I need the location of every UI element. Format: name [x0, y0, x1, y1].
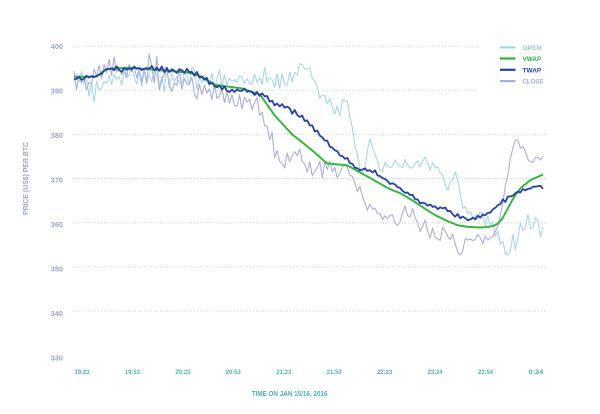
svg-text:370: 370 [51, 178, 63, 185]
svg-text:390: 390 [51, 89, 63, 96]
svg-text:20:23: 20:23 [175, 369, 190, 376]
svg-text:19:23: 19:23 [75, 369, 90, 376]
svg-text:20:53: 20:53 [226, 369, 241, 376]
svg-text:CLOSE: CLOSE [523, 79, 544, 86]
svg-text:360: 360 [51, 222, 63, 229]
svg-text:21:23: 21:23 [276, 369, 291, 376]
svg-text:OPEN: OPEN [523, 45, 542, 52]
svg-text:330: 330 [51, 356, 63, 363]
svg-text:21:53: 21:53 [327, 369, 342, 376]
svg-text:23:54: 23:54 [478, 369, 493, 376]
svg-text:340: 340 [51, 311, 63, 318]
svg-text:22:23: 22:23 [377, 369, 392, 376]
svg-text:380: 380 [51, 133, 63, 140]
svg-text:23:24: 23:24 [428, 369, 443, 376]
svg-text:0:24: 0:24 [529, 369, 544, 376]
svg-text:TIME ON JAN 15/16, 2016: TIME ON JAN 15/16, 2016 [252, 389, 328, 398]
svg-text:PRICE (US$) PER BTC: PRICE (US$) PER BTC [23, 142, 30, 215]
svg-text:TWAP: TWAP [523, 67, 542, 74]
svg-text:19:53: 19:53 [125, 369, 140, 376]
svg-text:VWAP: VWAP [523, 56, 542, 63]
svg-text:350: 350 [51, 267, 63, 274]
svg-text:400: 400 [51, 44, 63, 51]
